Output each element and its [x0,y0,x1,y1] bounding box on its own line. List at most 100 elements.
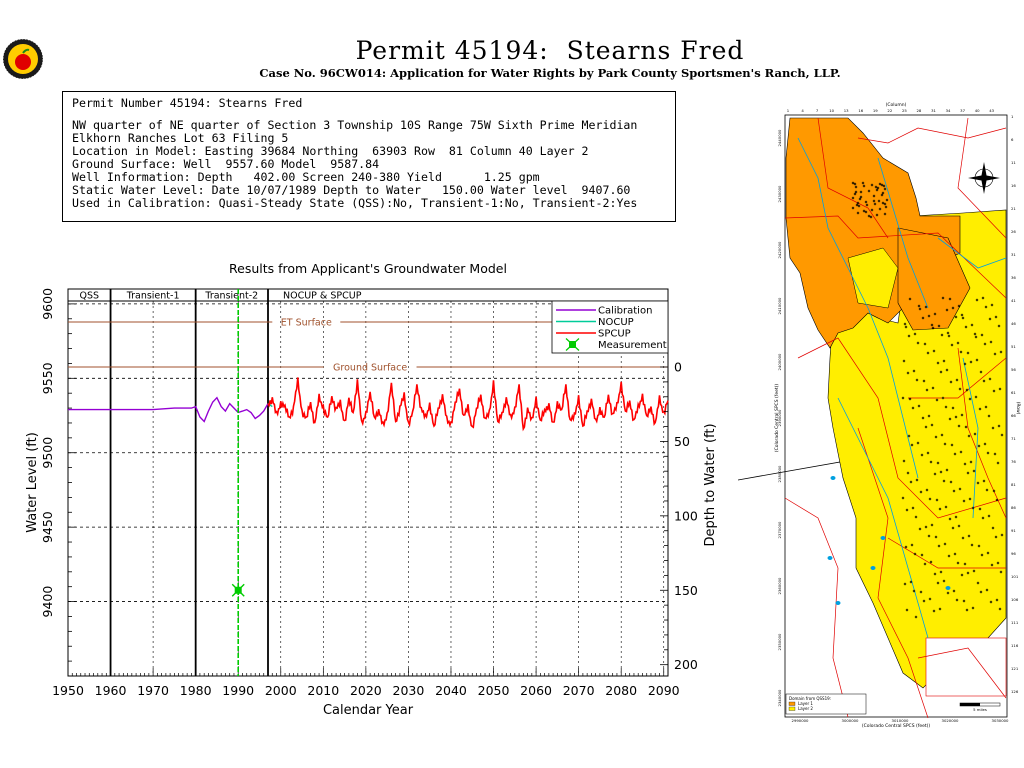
well-marker [901,396,905,400]
well-marker [989,600,993,604]
well-marker [987,514,991,518]
well-marker [943,542,947,546]
y-axis-title: Water Level (ft) [25,432,40,533]
well-marker [878,207,882,211]
well-marker [853,192,857,196]
well-marker [941,396,945,400]
well-marker [917,404,921,408]
static-water-level: Static Water Level: Date 10/07/1989 Dept… [72,183,631,197]
well-marker [965,388,969,392]
well-marker [961,316,965,320]
well-marker [862,209,866,213]
well-marker [949,480,953,484]
well-marker [989,340,993,344]
well-marker [957,424,961,428]
road-line [784,497,849,718]
well-marker [883,212,887,216]
well-marker [972,569,976,573]
well-marker [954,315,958,319]
well-marker [929,560,933,564]
well-marker [923,562,927,566]
map-column-tick: 7 [816,108,819,113]
well-marker [882,184,886,188]
map-row-tick: 76 [1011,459,1016,464]
well-marker [937,544,941,548]
well-marker [931,386,935,390]
map-row-label: (Row) [1015,402,1021,415]
well-marker [910,543,914,547]
x-tick-label: 2040 [435,683,467,698]
reference-line-label: ET Surface [281,317,332,328]
map-legend-swatch [788,706,796,711]
map-column-tick: 34 [946,108,951,113]
well-marker [883,202,887,206]
well-marker [967,534,971,538]
y2-tick-label: 150 [674,583,698,598]
well-marker [924,525,928,529]
well-marker [997,324,1001,328]
legal-description: NW quarter of NE quarter of Section 3 To… [72,118,638,132]
map-y-tick-label: 2340000 [777,689,782,706]
well-marker [915,478,919,482]
map-column-label: (Column) [886,102,907,108]
well-marker [922,379,926,383]
well-marker [945,308,949,312]
well-marker [999,350,1003,354]
well-marker [994,315,998,319]
well-marker [936,461,940,465]
well-marker [867,214,871,218]
well-marker [945,368,949,372]
well-marker [978,507,982,511]
map-legend-swatch [788,701,796,706]
well-marker [986,451,990,455]
legend-label: NOCUP [598,317,634,328]
lake [880,536,886,540]
road-line [917,647,1007,699]
well-marker [950,443,954,447]
map-row-tick: 71 [1011,436,1016,441]
well-marker [996,461,1000,465]
well-marker [856,201,860,205]
well-marker [955,598,959,602]
well-marker [880,193,884,197]
map-column-tick: 16 [858,108,863,113]
well-marker [968,397,972,401]
well-marker [851,206,855,210]
well-marker [964,425,968,429]
map-column-tick: 25 [902,108,907,113]
well-marker [909,580,913,584]
well-marker [881,191,885,195]
well-marker [855,203,859,207]
lake [830,476,836,480]
road-line [957,117,1007,239]
well-marker [961,536,965,540]
map-legend-item: Layer 2 [798,706,813,711]
road-line [817,117,889,239]
well-marker [990,303,994,307]
well-marker [971,606,975,610]
compass-needle [968,162,1000,194]
well-marker [962,499,966,503]
well-marker [930,423,934,427]
x-tick-label: 2090 [648,683,680,698]
well-marker [946,331,950,335]
model-domain-map: (Column) (Row) (Colorado Central SPCS (fee… [738,102,1021,729]
well-marker [994,535,998,539]
well-marker [912,589,916,593]
well-marker [944,505,948,509]
map-row-tick: 91 [1011,528,1016,533]
well-marker [948,417,952,421]
well-marker [942,359,946,363]
well-marker [991,526,995,530]
well-marker [984,405,988,409]
well-marker [864,200,868,204]
well-marker [933,312,937,316]
y2-tick-label: 100 [674,508,698,523]
well-marker [973,432,977,436]
well-marker [880,183,884,187]
map-column-tick: 31 [931,108,936,113]
well-marker [991,426,995,430]
map-row-tick: 106 [1011,597,1019,602]
well-marker [966,571,970,575]
